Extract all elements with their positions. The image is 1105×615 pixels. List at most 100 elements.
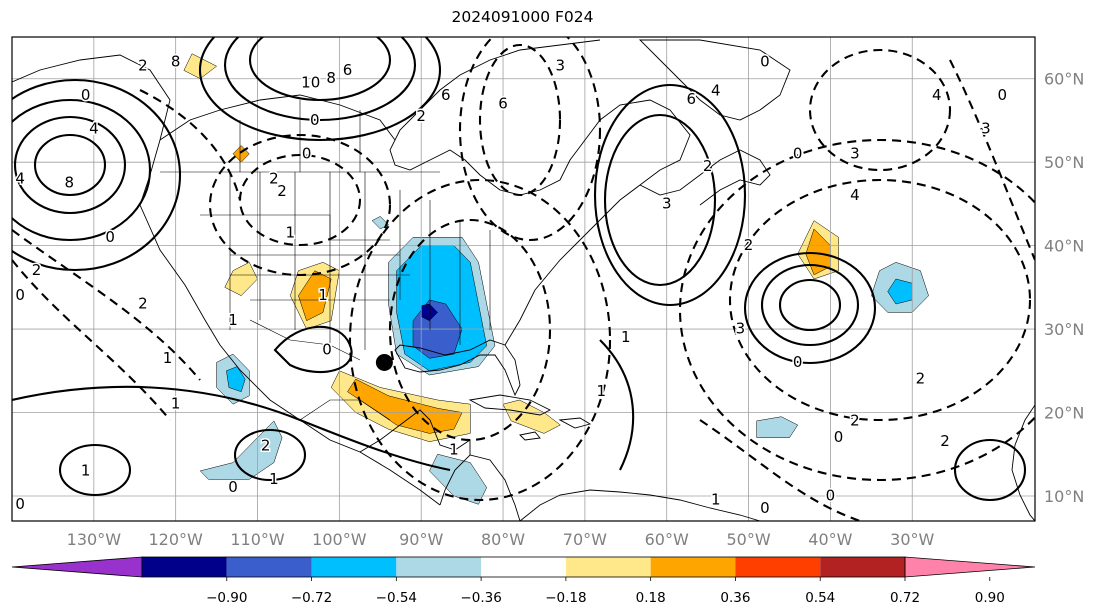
contour-label: 0 <box>105 228 115 246</box>
colorbar-frame <box>141 556 906 578</box>
contour-label: 3 <box>556 57 566 75</box>
colorbar-tick: 0.18 <box>636 590 666 606</box>
colorbar-segment <box>565 557 651 577</box>
shaded-region-pos-0.18-0.36 <box>224 261 258 297</box>
colorbar <box>11 556 1036 578</box>
contour-label: 1 <box>163 349 173 367</box>
contour-label: 0 <box>15 495 25 513</box>
contour-lines-negative <box>12 37 1035 521</box>
contour-label: 0 <box>760 53 770 71</box>
contour-label: 0 <box>793 144 803 162</box>
lon-tick-label: 30°W <box>890 530 934 549</box>
contour-label: 2 <box>850 411 860 429</box>
colorbar-segment <box>650 557 736 577</box>
contour-label: 0 <box>997 86 1007 104</box>
contour-label: 8 <box>326 69 336 87</box>
colorbar-tick: −0.18 <box>545 590 586 606</box>
colorbar-tick: −0.72 <box>291 590 332 606</box>
contour-label: 1 <box>449 441 459 459</box>
lat-tick-label: 60°N <box>1044 70 1084 89</box>
contour-label: 1 <box>228 311 238 329</box>
contour-label: 6 <box>441 86 451 104</box>
shaded-region-pos-0.36-0.54 <box>805 228 831 276</box>
shaded-region-pos-0.36-0.54 <box>298 270 332 322</box>
colorbar-segment <box>142 557 227 577</box>
lat-tick-label: 20°N <box>1044 404 1084 423</box>
colorbar-tick: 0.90 <box>975 590 1005 606</box>
contour-label: 4 <box>711 82 721 100</box>
contour-label: 0 <box>826 486 836 504</box>
longitude-tick-labels: 130°W 120°W 110°W 100°W 90°W 80°W 70°W 60°W 50°W… <box>67 530 935 549</box>
lon-tick-label: 60°W <box>645 530 689 549</box>
contour-label: 2 <box>138 57 148 75</box>
contour-label: 1 <box>318 286 328 304</box>
contour-label: 1 <box>269 470 279 488</box>
shaded-region-neg-0.54-0.36 <box>887 278 913 305</box>
contour-label: 6 <box>343 61 353 79</box>
contour-label: 3 <box>662 194 672 212</box>
contour-label: 2 <box>940 432 950 450</box>
map-title: 2024091000 F024 <box>451 8 594 26</box>
contour-label: 3 <box>736 320 746 338</box>
contour-label: 1 <box>285 224 295 242</box>
contour-label: 2 <box>277 182 287 200</box>
contour-label: 2 <box>744 236 754 254</box>
contour-label: 2 <box>269 169 279 187</box>
contour-label: 2 <box>138 295 148 313</box>
contour-label: 2 <box>703 157 713 175</box>
latitude-tick-labels: 60°N 50°N 40°N 30°N 20°N 10°N <box>1044 70 1084 506</box>
colorbar-tick: 0.54 <box>805 590 835 606</box>
lon-tick-label: 80°W <box>481 530 525 549</box>
lat-tick-label: 30°N <box>1044 320 1084 339</box>
contour-label: 0 <box>228 478 238 496</box>
contour-label: 4 <box>932 86 942 104</box>
lon-tick-label: 90°W <box>399 530 443 549</box>
contour-label: 4 <box>15 169 25 187</box>
contour-label: 0 <box>15 286 25 304</box>
shaded-region-neg-0.90-0.72 <box>420 303 438 322</box>
colorbar-segment <box>226 557 312 577</box>
contour-label: 8 <box>65 174 75 192</box>
colorbar-tick: 0.36 <box>720 590 750 606</box>
contour-label: 2 <box>416 107 426 125</box>
contour-lines <box>12 37 1027 502</box>
contour-label: 0 <box>81 86 91 104</box>
colorbar-segment <box>735 557 821 577</box>
lon-tick-label: 40°W <box>808 530 852 549</box>
contour-label: 0 <box>793 353 803 371</box>
shaded-region-neg-0.36-0.18 <box>371 216 389 230</box>
contour-label: 4 <box>850 186 860 204</box>
contour-label: 3 <box>981 119 991 137</box>
contour-label: 6 <box>686 90 696 108</box>
lat-tick-label: 50°N <box>1044 153 1084 172</box>
lon-tick-label: 70°W <box>563 530 607 549</box>
colorbar-tick-labels: −0.90 −0.72 −0.54 −0.36 −0.18 0.18 0.36 0.54 0.7… <box>206 577 1005 606</box>
contour-label: 2 <box>32 261 42 279</box>
lon-tick-label: 100°W <box>312 530 367 549</box>
contour-label: 1 <box>81 461 91 479</box>
colorbar-segment <box>396 557 482 577</box>
contour-label: 1 <box>171 395 181 413</box>
contour-label: 0 <box>302 144 312 162</box>
contour-label: 0 <box>322 340 332 358</box>
political-borders <box>160 100 491 421</box>
map-frame <box>11 36 1036 522</box>
lon-tick-label: 130°W <box>67 530 122 549</box>
contour-label: 0 <box>310 111 320 129</box>
colorbar-tick: −0.36 <box>460 590 501 606</box>
colorbar-segment <box>481 557 566 577</box>
colorbar-extend-low <box>11 556 143 578</box>
contour-label: 4 <box>89 119 99 137</box>
lat-tick-label: 40°N <box>1044 237 1084 256</box>
shaded-region-neg-0.36-0.18 <box>429 453 487 505</box>
storm-center-marker <box>375 353 393 371</box>
contour-label: 3 <box>850 144 860 162</box>
contour-label: 1 <box>596 382 606 400</box>
lon-tick-label: 120°W <box>149 530 204 549</box>
colorbar-tick: −0.90 <box>206 590 247 606</box>
contour-label: 2 <box>261 436 271 454</box>
colorbar-segment <box>820 557 905 577</box>
contour-label: 2 <box>916 370 926 388</box>
